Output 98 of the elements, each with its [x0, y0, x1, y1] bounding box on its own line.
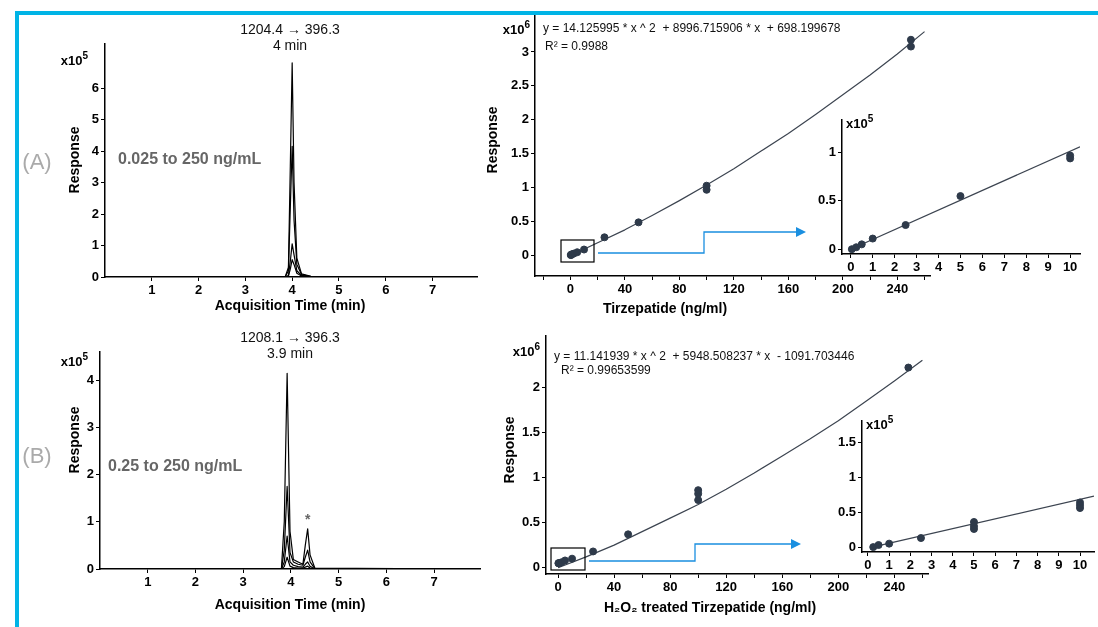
annotation: 0.025 to 250 ng/mL — [118, 150, 262, 168]
x-tick-label: 240 — [886, 281, 909, 297]
y-axis-title: Response — [500, 416, 517, 484]
x-tick-label: 7 — [428, 282, 437, 298]
y-tick-label: 1.5 — [510, 145, 529, 161]
x-tick-label: 80 — [672, 281, 687, 297]
x-tick-label: 8 — [1022, 259, 1030, 275]
x-tick-label: 200 — [827, 579, 850, 595]
y-tick-label: 1.5 — [521, 424, 540, 440]
y-tick-label: 3 — [86, 419, 94, 435]
x-tick-label: 7 — [430, 574, 438, 590]
x-tick-label: 80 — [662, 579, 678, 595]
x-tick-label: 0 — [554, 579, 562, 595]
y-tick-label: 1 — [91, 237, 99, 253]
x-tick-label: 6 — [978, 259, 986, 275]
text: (A) — [22, 149, 52, 175]
annotation: R² = 0.99653599 — [561, 363, 652, 378]
y-tick-label: 2 — [521, 111, 529, 127]
x-tick-label: 1 — [869, 259, 877, 275]
y-tick-label: 0.5 — [817, 192, 836, 208]
y-tick-label: 0.5 — [837, 503, 856, 519]
x-tick-label: 4 — [934, 259, 943, 275]
x-tick-label: 7 — [1000, 259, 1008, 275]
x-tick-label: 5 — [335, 574, 343, 590]
x-tick-label: 240 — [883, 579, 906, 595]
annotation: 0.25 to 250 ng/mL — [108, 457, 243, 475]
y-tick-label: 0 — [848, 538, 856, 554]
y-tick-label: 2.5 — [510, 77, 529, 93]
chart-title: 1204.4 → 396.3 — [240, 20, 341, 37]
x-tick-label: 6 — [382, 574, 391, 590]
x-tick-label: 0 — [566, 281, 575, 297]
annotation: * — [304, 511, 311, 528]
x-tick-label: 10 — [1062, 259, 1078, 275]
x-tick-label: 5 — [335, 282, 343, 298]
x-tick-label: 40 — [617, 281, 633, 297]
y-tick-label: 2 — [532, 378, 540, 394]
y-tick-label: 5 — [91, 111, 99, 127]
y-tick-label: 0.5 — [510, 213, 529, 229]
y-axis-title: Response — [483, 106, 500, 174]
annotation: y = 11.141939 * x ^ 2 + 5948.508237 * x - 1091.703446 — [554, 349, 855, 364]
y-tick-label: 4 — [86, 371, 95, 387]
x-tick-label: 5 — [956, 259, 965, 275]
x-tick-label: 2 — [194, 282, 203, 298]
x-tick-label: 4 — [288, 282, 297, 298]
chart-subtitle: 3.9 min — [267, 344, 313, 361]
x-tick-label: 6 — [382, 282, 390, 298]
x-tick-label: 8 — [1033, 557, 1042, 573]
annotation: y = 14.125995 * x ^ 2 + 8996.715906 * x + 698.199678 — [543, 21, 841, 36]
y-tick-label: 1 — [848, 468, 856, 484]
y-axis-title: Response — [65, 126, 82, 194]
x-tick-label: 7 — [1012, 557, 1020, 573]
annotation: R² = 0.9988 — [545, 39, 609, 54]
x-axis-title: H₂O₂ treated Tirzepatide (ng/ml) — [603, 598, 817, 615]
y-tick-label: 4 — [91, 142, 100, 158]
y-tick-label: 1.5 — [837, 434, 856, 450]
y-tick-label: 1 — [521, 179, 529, 195]
x-tick-label: 9 — [1044, 259, 1052, 275]
x-tick-label: 120 — [715, 579, 738, 595]
x-tick-label: 2 — [191, 574, 200, 590]
y-tick-label: 3 — [521, 43, 529, 59]
x-axis-title: Acquisition Time (min) — [214, 296, 366, 313]
y-tick-label: 1 — [86, 513, 94, 529]
y-tick-label: 0 — [521, 247, 529, 263]
x-tick-label: 10 — [1072, 557, 1088, 573]
chart-subtitle: 4 min — [272, 36, 308, 53]
x-tick-label: 0 — [864, 557, 872, 573]
x-tick-label: 4 — [287, 574, 296, 590]
x-tick-label: 9 — [1055, 557, 1063, 573]
x-tick-label: 6 — [991, 557, 999, 573]
x-tick-label: 1 — [144, 574, 152, 590]
text: (B) — [22, 443, 52, 469]
x-tick-label: 2 — [906, 557, 914, 573]
chart-title: 1208.1 → 396.3 — [240, 328, 341, 345]
x-tick-label: 1 — [885, 557, 893, 573]
x-tick-label: 3 — [912, 259, 921, 275]
x-tick-label: 2 — [891, 259, 899, 275]
x-tick-label: 160 — [771, 579, 794, 595]
y-tick-label: 1 — [532, 469, 540, 485]
y-tick-label: 6 — [91, 79, 99, 95]
x-tick-label: 3 — [239, 574, 247, 590]
x-axis-title: Acquisition Time (min) — [214, 595, 366, 612]
y-tick-label: 3 — [91, 174, 99, 190]
x-axis-title: Tirzepatide (ng/ml) — [602, 299, 728, 316]
x-tick-label: 160 — [777, 281, 800, 297]
y-axis-title: Response — [65, 406, 82, 474]
y-tick-label: 1 — [828, 144, 836, 160]
x-tick-label: 40 — [606, 579, 622, 595]
x-tick-label: 3 — [927, 557, 936, 573]
y-tick-label: 0 — [828, 240, 836, 256]
y-tick-label: 2 — [91, 205, 99, 221]
x-tick-label: 200 — [831, 281, 854, 297]
x-tick-label: 5 — [970, 557, 978, 573]
y-tick-label: 2 — [86, 466, 94, 482]
x-tick-label: 120 — [723, 281, 745, 297]
x-tick-label: 1 — [148, 282, 156, 298]
y-tick-label: 0.5 — [521, 514, 540, 530]
x-tick-label: 3 — [241, 282, 249, 298]
x-tick-label: 4 — [949, 557, 958, 573]
